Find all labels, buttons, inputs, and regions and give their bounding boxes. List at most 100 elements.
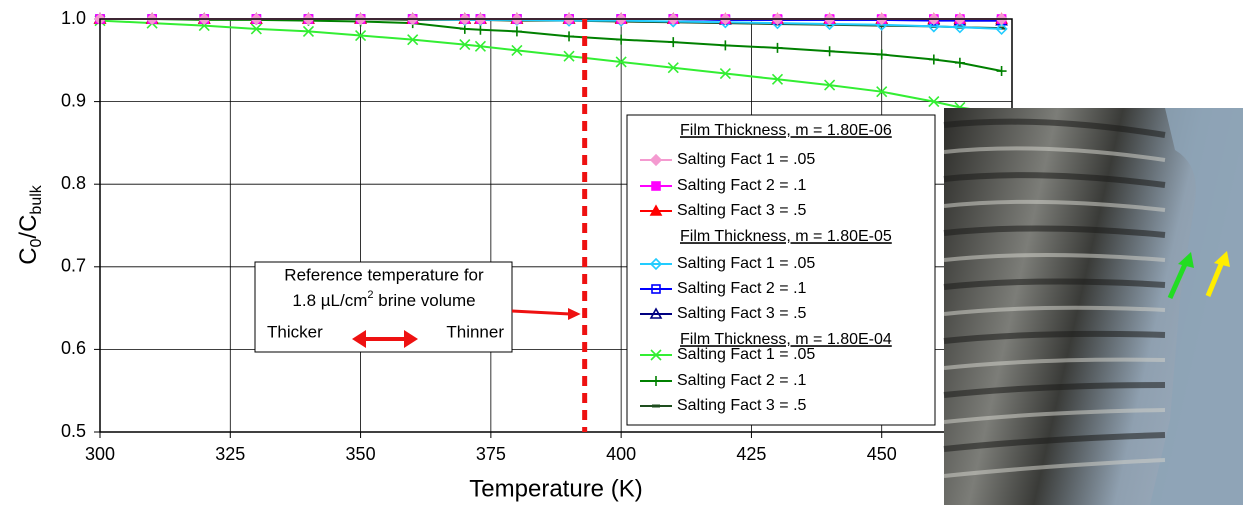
arrow-head — [352, 330, 418, 348]
marker — [928, 54, 939, 65]
legend-label: Salting Fact 3 = .5 — [677, 305, 807, 322]
marker — [996, 66, 1007, 77]
photo-streak — [943, 118, 1166, 138]
marker — [667, 62, 679, 74]
marker — [772, 42, 783, 53]
marker — [407, 34, 419, 46]
x-axis-label: Temperature (K) — [469, 475, 642, 502]
marker — [719, 67, 731, 80]
photo-streak — [943, 225, 1166, 238]
x-tick-label: 300 — [85, 444, 115, 464]
legend-label: Salting Fact 1 = .05 — [677, 346, 815, 363]
photo-arrow — [1167, 260, 1189, 300]
photo-surface — [1150, 108, 1243, 505]
legend-label: Salting Fact 2 = .1 — [677, 177, 807, 194]
marker — [651, 284, 661, 294]
x-tick-label: 400 — [606, 444, 636, 464]
legend-header: Film Thickness, m = 1.80E-05 — [680, 228, 892, 245]
marker — [649, 307, 663, 319]
marker — [511, 44, 523, 56]
y-axis-label: C0/Cbulk — [15, 184, 45, 265]
marker — [824, 46, 835, 57]
y-tick-label: 0.6 — [61, 338, 86, 358]
legend-label: Salting Fact 2 = .1 — [677, 280, 807, 297]
photo-streak — [943, 278, 1166, 290]
y-tick-label: 0.5 — [61, 421, 86, 441]
y-axis-label: C — [15, 247, 42, 264]
marker — [771, 73, 784, 85]
legend-label: Salting Fact 1 = .05 — [677, 151, 815, 168]
y-tick-label: 1.0 — [61, 8, 86, 28]
legend: Film Thickness, m = 1.80E-06 Film Thickne… — [626, 114, 936, 426]
marker — [250, 23, 262, 35]
annotation-text: 1.8 µL/cm2 brine volume — [292, 289, 475, 311]
pointer-arrow — [511, 309, 571, 316]
marker — [649, 204, 663, 216]
x-tick-label: 375 — [476, 444, 506, 464]
photo-streak — [943, 357, 1166, 370]
marker — [651, 181, 661, 191]
photo-streak — [943, 432, 1166, 452]
legend-label: Salting Fact 1 = .05 — [677, 255, 815, 272]
marker — [651, 376, 661, 386]
marker — [995, 22, 1008, 36]
legend-label: Salting Fact 3 = .5 — [677, 202, 807, 219]
photo-streak — [943, 253, 1166, 262]
annotation-text: 1.8 µL/cm — [292, 291, 367, 310]
legend-label: Salting Fact 3 = .5 — [677, 397, 807, 414]
legend-box — [626, 114, 936, 426]
photo-arrow — [1205, 261, 1225, 297]
y-axis-label: /C — [15, 215, 42, 239]
photo-arrow-head — [1178, 252, 1194, 268]
marker — [928, 96, 940, 108]
y-tick-label: 0.9 — [61, 90, 86, 110]
y-axis-label: bulk — [28, 184, 45, 214]
x-tick-label: 350 — [346, 444, 376, 464]
marker — [720, 40, 731, 51]
marker — [511, 26, 522, 37]
y-tick-label: 0.8 — [61, 173, 86, 193]
marker — [649, 257, 663, 271]
marker — [355, 29, 367, 42]
marker — [616, 34, 627, 45]
legend-label: Salting Fact 2 = .1 — [677, 372, 807, 389]
marker — [615, 56, 627, 68]
legend-header: Film Thickness, m = 1.80E-04 — [680, 331, 892, 348]
marker — [564, 31, 575, 42]
marker — [649, 153, 663, 167]
photo-streak — [943, 408, 1166, 424]
photo-streak — [943, 382, 1166, 398]
legend-header: Film Thickness, m = 1.80E-06 — [680, 122, 892, 139]
marker — [824, 79, 836, 91]
photo-streak — [943, 146, 1166, 162]
x-tick-label: 325 — [215, 444, 245, 464]
arrow-head — [568, 308, 581, 320]
marker — [927, 20, 940, 33]
photo-streak — [943, 458, 1166, 478]
series-line — [99, 19, 1002, 115]
marker — [650, 349, 662, 361]
annotation-text: brine volume — [374, 291, 476, 310]
photo-arrow-head — [1214, 251, 1230, 267]
marker — [302, 25, 315, 37]
annotation-text: Thicker — [267, 322, 323, 341]
photo-streak — [943, 305, 1166, 316]
photo-streak — [943, 172, 1166, 188]
y-axis-label: 0 — [28, 238, 45, 247]
marker — [668, 37, 679, 48]
marker — [876, 86, 888, 98]
marker — [953, 21, 967, 34]
x-tick-label: 425 — [736, 444, 766, 464]
y-tick-label: 0.7 — [61, 256, 86, 276]
marker — [459, 39, 471, 51]
marker — [474, 40, 486, 52]
annotation-text: Thinner — [446, 322, 504, 341]
photo — [943, 108, 1243, 505]
x-tick-label: 450 — [867, 444, 897, 464]
photo-streak — [943, 199, 1166, 212]
marker — [563, 50, 575, 62]
annotation-text: 2 — [367, 289, 373, 301]
photo-streak — [943, 330, 1166, 344]
annotation-text: Reference temperature for — [284, 265, 484, 284]
